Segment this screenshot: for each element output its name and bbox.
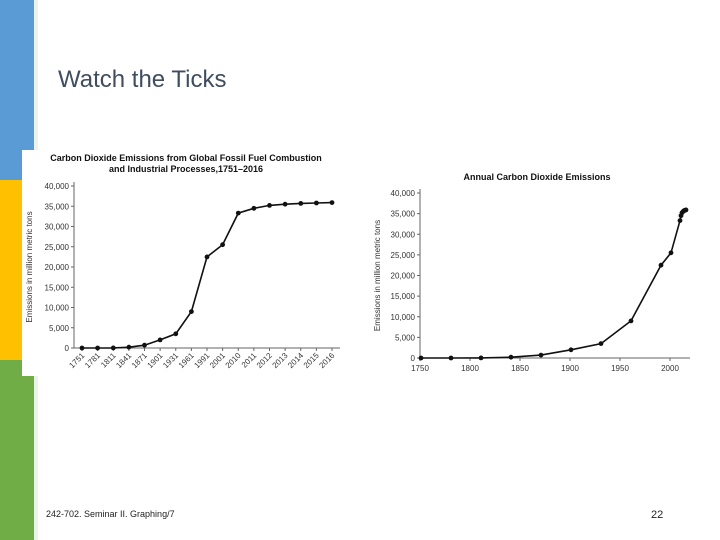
- right-data-point-1751: [418, 355, 424, 361]
- left-x-tick-label-2015: 2015: [302, 351, 321, 370]
- left-data-point-2014: [298, 201, 304, 206]
- right-y-tick-label-15000: 15,000: [391, 292, 416, 301]
- left-y-tick-label-20000: 20,000: [45, 263, 70, 272]
- right-data-point-2010: [677, 218, 683, 223]
- left-data-point-2016: [329, 200, 335, 205]
- right-x-tick-label-1950: 1950: [611, 364, 629, 373]
- right-data-point-1841: [508, 354, 514, 360]
- left-data-point-1781: [95, 345, 100, 351]
- left-x-tick-label-2010: 2010: [224, 351, 243, 370]
- left-x-tick-label-2012: 2012: [255, 351, 274, 370]
- right-data-point-1871: [538, 352, 544, 358]
- left-y-axis-label: Emissions in million metric tons: [25, 211, 34, 322]
- accent-bar-green: [0, 360, 34, 540]
- right-data-point-1781: [448, 355, 454, 361]
- right-data-point-2001: [668, 250, 674, 256]
- left-series-line: [82, 201, 333, 349]
- right-y-tick-label-20000: 20,000: [391, 272, 416, 281]
- right-y-tick-label-0: 0: [411, 354, 416, 363]
- page-number: 22: [651, 509, 664, 521]
- left-data-point-1841: [126, 344, 132, 350]
- left-chart-title-line-2: and Industrial Processes,1751–2016: [109, 164, 263, 174]
- left-y-tick-label-40000: 40,000: [45, 182, 70, 191]
- right-data-point-1931: [598, 341, 604, 346]
- left-x-tick-label-1871: 1871: [130, 351, 149, 370]
- right-y-axis-label: Emissions in million metric tons: [373, 220, 382, 331]
- left-x-tick-label-2013: 2013: [271, 351, 290, 370]
- left-data-point-2012: [267, 203, 272, 208]
- left-y-tick-label-0: 0: [65, 344, 70, 353]
- left-data-point-1961: [189, 309, 194, 314]
- left-data-point-1871: [142, 342, 147, 348]
- left-data-point-2001: [220, 242, 226, 248]
- left-data-point-1931: [173, 331, 179, 337]
- left-data-point-2010: [235, 210, 241, 216]
- left-data-point-1811: [110, 345, 116, 351]
- left-x-tick-label-1781: 1781: [83, 351, 102, 370]
- right-data-point-1991: [658, 262, 664, 268]
- left-x-tick-label-2014: 2014: [286, 351, 305, 370]
- right-y-tick-label-30000: 30,000: [391, 230, 416, 239]
- chart-left-svg: Carbon Dioxide Emissions from Global Fos…: [25, 153, 340, 370]
- left-x-tick-label-1841: 1841: [114, 351, 133, 370]
- left-data-point-1901: [157, 337, 163, 343]
- left-data-point-1751: [79, 345, 85, 351]
- right-y-tick-label-40000: 40,000: [391, 189, 416, 198]
- left-y-tick-label-15000: 15,000: [45, 283, 70, 292]
- right-data-point-1811: [478, 355, 484, 361]
- right-y-tick-label-10000: 10,000: [391, 313, 416, 322]
- left-x-tick-label-2016: 2016: [317, 351, 336, 370]
- left-x-tick-label-1751: 1751: [67, 351, 86, 370]
- right-data-point-2016: [683, 207, 689, 213]
- right-x-tick-label-1850: 1850: [511, 364, 529, 373]
- chart-right-svg: Annual Carbon Dioxide Emissions 0 5,000 10,…: [373, 172, 690, 373]
- left-y-tick-label-5000: 5,000: [49, 324, 70, 333]
- left-data-point-2011: [251, 205, 257, 211]
- right-x-tick-label-1750: 1750: [411, 364, 429, 373]
- left-data-point-2013: [282, 201, 288, 207]
- left-x-tick-label-2001: 2001: [208, 351, 227, 370]
- left-data-point-1991: [204, 254, 210, 260]
- left-x-tick-label-2011: 2011: [240, 351, 259, 370]
- right-x-tick-label-1900: 1900: [561, 364, 579, 373]
- left-y-tick-label-10000: 10,000: [45, 304, 70, 313]
- right-y-tick-label-25000: 25,000: [391, 251, 416, 260]
- chart-numeric-axis: Annual Carbon Dioxide Emissions 0 5,000 10,…: [368, 166, 698, 378]
- right-y-tick-label-5000: 5,000: [395, 333, 416, 342]
- right-chart-title-line-1: Annual Carbon Dioxide Emissions: [463, 172, 610, 182]
- left-x-tick-label-1901: 1901: [146, 351, 165, 370]
- slide-footer: 242-702. Seminar II. Graphing/7: [46, 509, 175, 519]
- left-y-tick-label-35000: 35,000: [45, 202, 70, 211]
- right-data-point-1961: [628, 318, 634, 324]
- slide-title: Watch the Ticks: [58, 66, 227, 93]
- right-y-tick-label-35000: 35,000: [391, 210, 416, 219]
- left-x-tick-label-1811: 1811: [99, 351, 118, 370]
- left-chart-title-line-1: Carbon Dioxide Emissions from Global Fos…: [50, 153, 322, 163]
- left-x-tick-label-1961: 1961: [177, 351, 196, 370]
- left-y-tick-label-30000: 30,000: [45, 223, 70, 232]
- left-data-point-2015: [314, 200, 319, 206]
- right-x-tick-label-1800: 1800: [461, 364, 479, 373]
- left-y-tick-label-25000: 25,000: [45, 243, 70, 252]
- right-series-line: [421, 209, 687, 359]
- right-data-point-1901: [568, 347, 574, 353]
- left-x-tick-label-1931: 1931: [161, 351, 180, 370]
- left-x-tick-label-1991: 1991: [192, 351, 211, 370]
- right-x-tick-label-2000: 2000: [661, 364, 679, 373]
- chart-categorical-axis: Carbon Dioxide Emissions from Global Fos…: [22, 150, 348, 376]
